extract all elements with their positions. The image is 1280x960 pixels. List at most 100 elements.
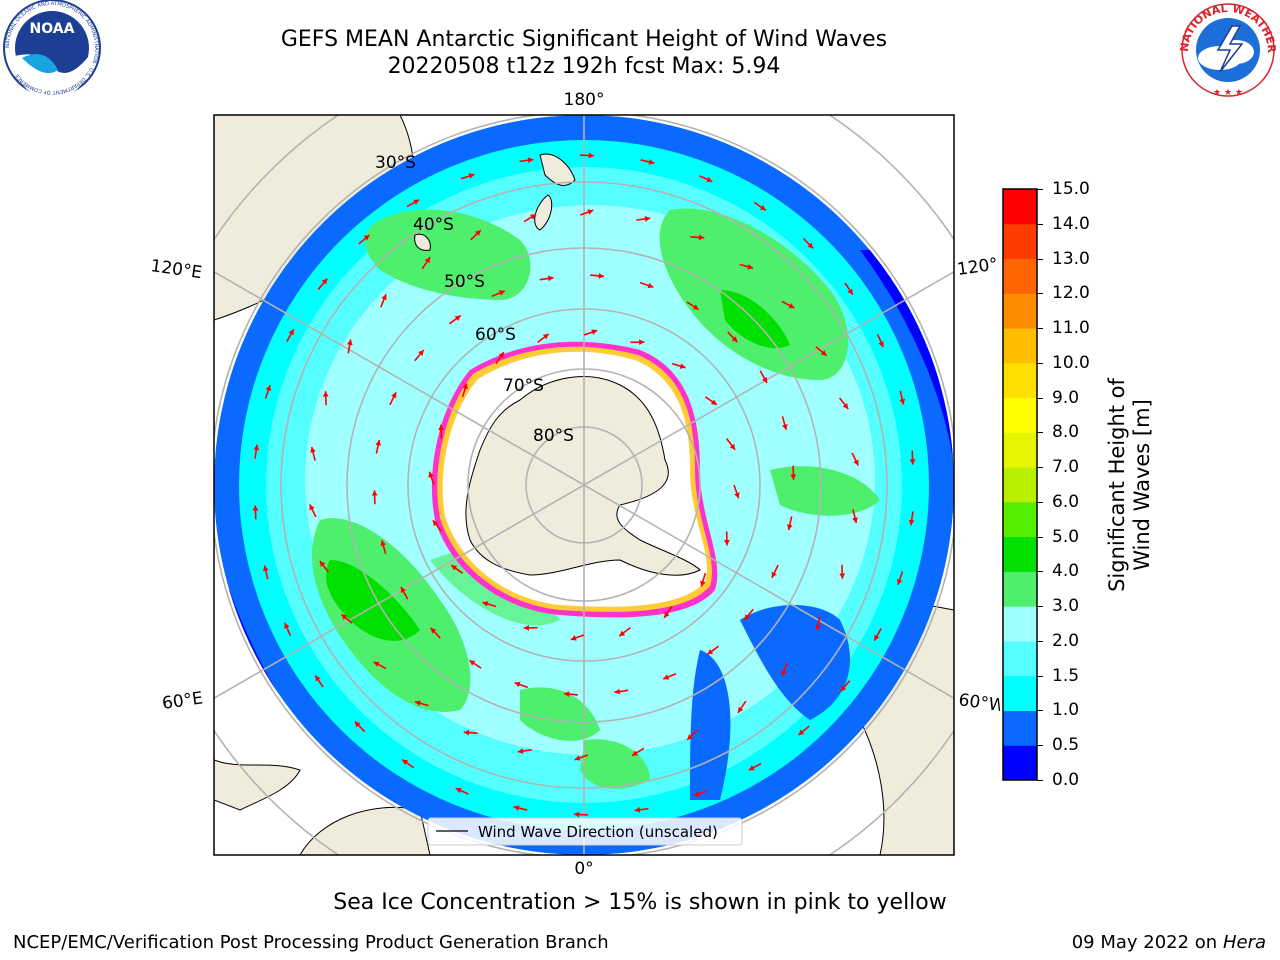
wave-arrow-head — [346, 339, 353, 346]
lat-label-50s: 50°S — [444, 272, 485, 292]
wave-arrow-head — [288, 329, 294, 336]
wave-arrow-head — [619, 630, 626, 637]
wave-arrow-head — [706, 176, 713, 183]
colorbar-band — [1003, 640, 1037, 677]
wave-arrow-head — [341, 614, 348, 620]
wave-arrow-head — [310, 447, 316, 453]
legend-label: Wind Wave Direction (unscaled) — [478, 823, 718, 841]
colorbar-tick — [1037, 293, 1043, 295]
colorbar-tick-label: 3.0 — [1052, 596, 1080, 617]
colorbar-tick-label: 14.0 — [1052, 213, 1090, 234]
wave-arrow-head — [639, 339, 645, 346]
colorbar-band — [1003, 258, 1037, 294]
colorbar-tick-label: 11.0 — [1052, 318, 1090, 339]
wave-arrow-head — [839, 573, 846, 579]
wave-arrow-head — [679, 363, 686, 369]
lat-label-30s: 30°S — [375, 153, 416, 173]
wave-arrow-head — [380, 540, 387, 547]
colorbar-band — [1003, 362, 1037, 399]
wave-arrow-head — [527, 157, 534, 164]
colorbar-tick — [1037, 328, 1043, 330]
nws-logo-icon: NATIONAL WEATHER SERVICE ★ ★ ★ — [1176, 0, 1278, 98]
noaa-logo-icon: NOAA NATIONAL OCEANIC AND ATMOSPHERIC AD… — [3, 0, 101, 99]
lon-label-0: 0° — [574, 859, 593, 879]
colorbar-tick-label: 5.0 — [1052, 526, 1080, 547]
colorbar-tick-label: 4.0 — [1052, 561, 1080, 582]
colorbar-band — [1003, 606, 1037, 642]
colorbar-tick-label: 2.0 — [1052, 630, 1080, 651]
wave-arrow-head — [807, 242, 814, 249]
wave-arrow-head — [363, 234, 370, 241]
colorbar-tick — [1037, 258, 1043, 260]
wave-arrow-head — [820, 350, 827, 356]
wave-arrow-head — [462, 383, 468, 390]
colorbar-band — [1003, 501, 1037, 538]
wave-arrow-head — [790, 474, 797, 480]
colorbar-tick — [1037, 536, 1043, 538]
wave-arrow-head — [815, 624, 822, 631]
wave-arrow-head — [700, 580, 706, 587]
wave-arrow-head — [744, 614, 750, 621]
wave-arrow-head — [563, 691, 570, 697]
colorbar-tick — [1037, 467, 1043, 469]
polar-map: 30°S 40°S 50°S 60°S 70°S 80°S 180° 0° 12… — [149, 90, 1000, 879]
wave-arrow-head — [788, 303, 795, 309]
wave-arrow-head — [315, 675, 321, 682]
colorbar-tick — [1037, 189, 1043, 190]
wave-arrow-head — [375, 439, 382, 446]
colorbar-tick-label: 9.0 — [1052, 387, 1080, 408]
colorbar-tick — [1037, 710, 1043, 712]
wave-arrow-head — [899, 398, 906, 405]
colorbar-tick — [1037, 501, 1043, 503]
lon-label-60e: 60°E — [161, 688, 204, 713]
wave-arrow-head — [574, 755, 581, 761]
wave-arrow-head — [598, 273, 605, 279]
wave-arrow-head — [896, 578, 903, 585]
wave-arrow-head — [761, 377, 768, 384]
colorbar-band — [1003, 223, 1037, 260]
colorbar-band — [1003, 328, 1037, 364]
wave-arrow-head — [482, 601, 489, 607]
colorbar-tick-label: 8.0 — [1052, 422, 1080, 443]
colorbar-band — [1003, 467, 1037, 503]
colorbar-band — [1003, 397, 1037, 433]
wave-arrow-head — [781, 669, 787, 676]
wave-arrow-head — [455, 787, 462, 794]
wave-arrow-head — [663, 674, 670, 680]
colorbar-tick — [1037, 640, 1043, 642]
wave-arrow-head — [634, 806, 641, 813]
wave-arrow-head — [322, 391, 329, 397]
map-subtitle: 20220508 t12z 192h fcst Max: 5.94 — [387, 54, 781, 79]
colorbar-tick-label: 0.5 — [1052, 735, 1080, 756]
wave-arrow-head — [253, 444, 260, 451]
wave-arrow-head — [463, 729, 470, 736]
colorbar-band — [1003, 293, 1037, 329]
colorbar-tick — [1037, 432, 1043, 434]
colorbar-tick-label: 1.5 — [1052, 665, 1080, 686]
wave-arrow-head — [632, 750, 638, 756]
wave-arrow-head — [644, 216, 651, 222]
wave-arrow-head — [265, 385, 272, 392]
colorbar-tick-label: 0.0 — [1052, 770, 1080, 790]
colorbar-tick-label: 12.0 — [1052, 283, 1090, 304]
colorbar-band — [1003, 189, 1037, 225]
colorbar-tick-label: 6.0 — [1052, 491, 1080, 512]
colorbar-tick-label: 7.0 — [1052, 457, 1080, 478]
colorbar-tick-label: 15.0 — [1052, 179, 1090, 199]
wave-arrow-head — [542, 333, 549, 340]
wave-arrow-head — [354, 721, 361, 728]
wave-arrow-head — [454, 315, 461, 321]
wave-arrow-head — [786, 524, 793, 531]
wave-arrow-head — [252, 505, 259, 511]
wave-arrow-head — [734, 492, 740, 499]
noaa-logo-text: NOAA — [30, 21, 75, 37]
wave-arrow-head — [498, 352, 504, 359]
wave-arrow-head — [468, 173, 475, 179]
wave-arrow-head — [309, 504, 315, 511]
wave-arrow-head — [664, 611, 670, 618]
colorbar-tick-label: 13.0 — [1052, 248, 1090, 269]
lon-label-180: 180° — [564, 90, 605, 110]
wave-arrow-head — [530, 214, 536, 220]
wave-arrow-head — [647, 282, 654, 289]
wave-arrow-head — [729, 443, 736, 450]
